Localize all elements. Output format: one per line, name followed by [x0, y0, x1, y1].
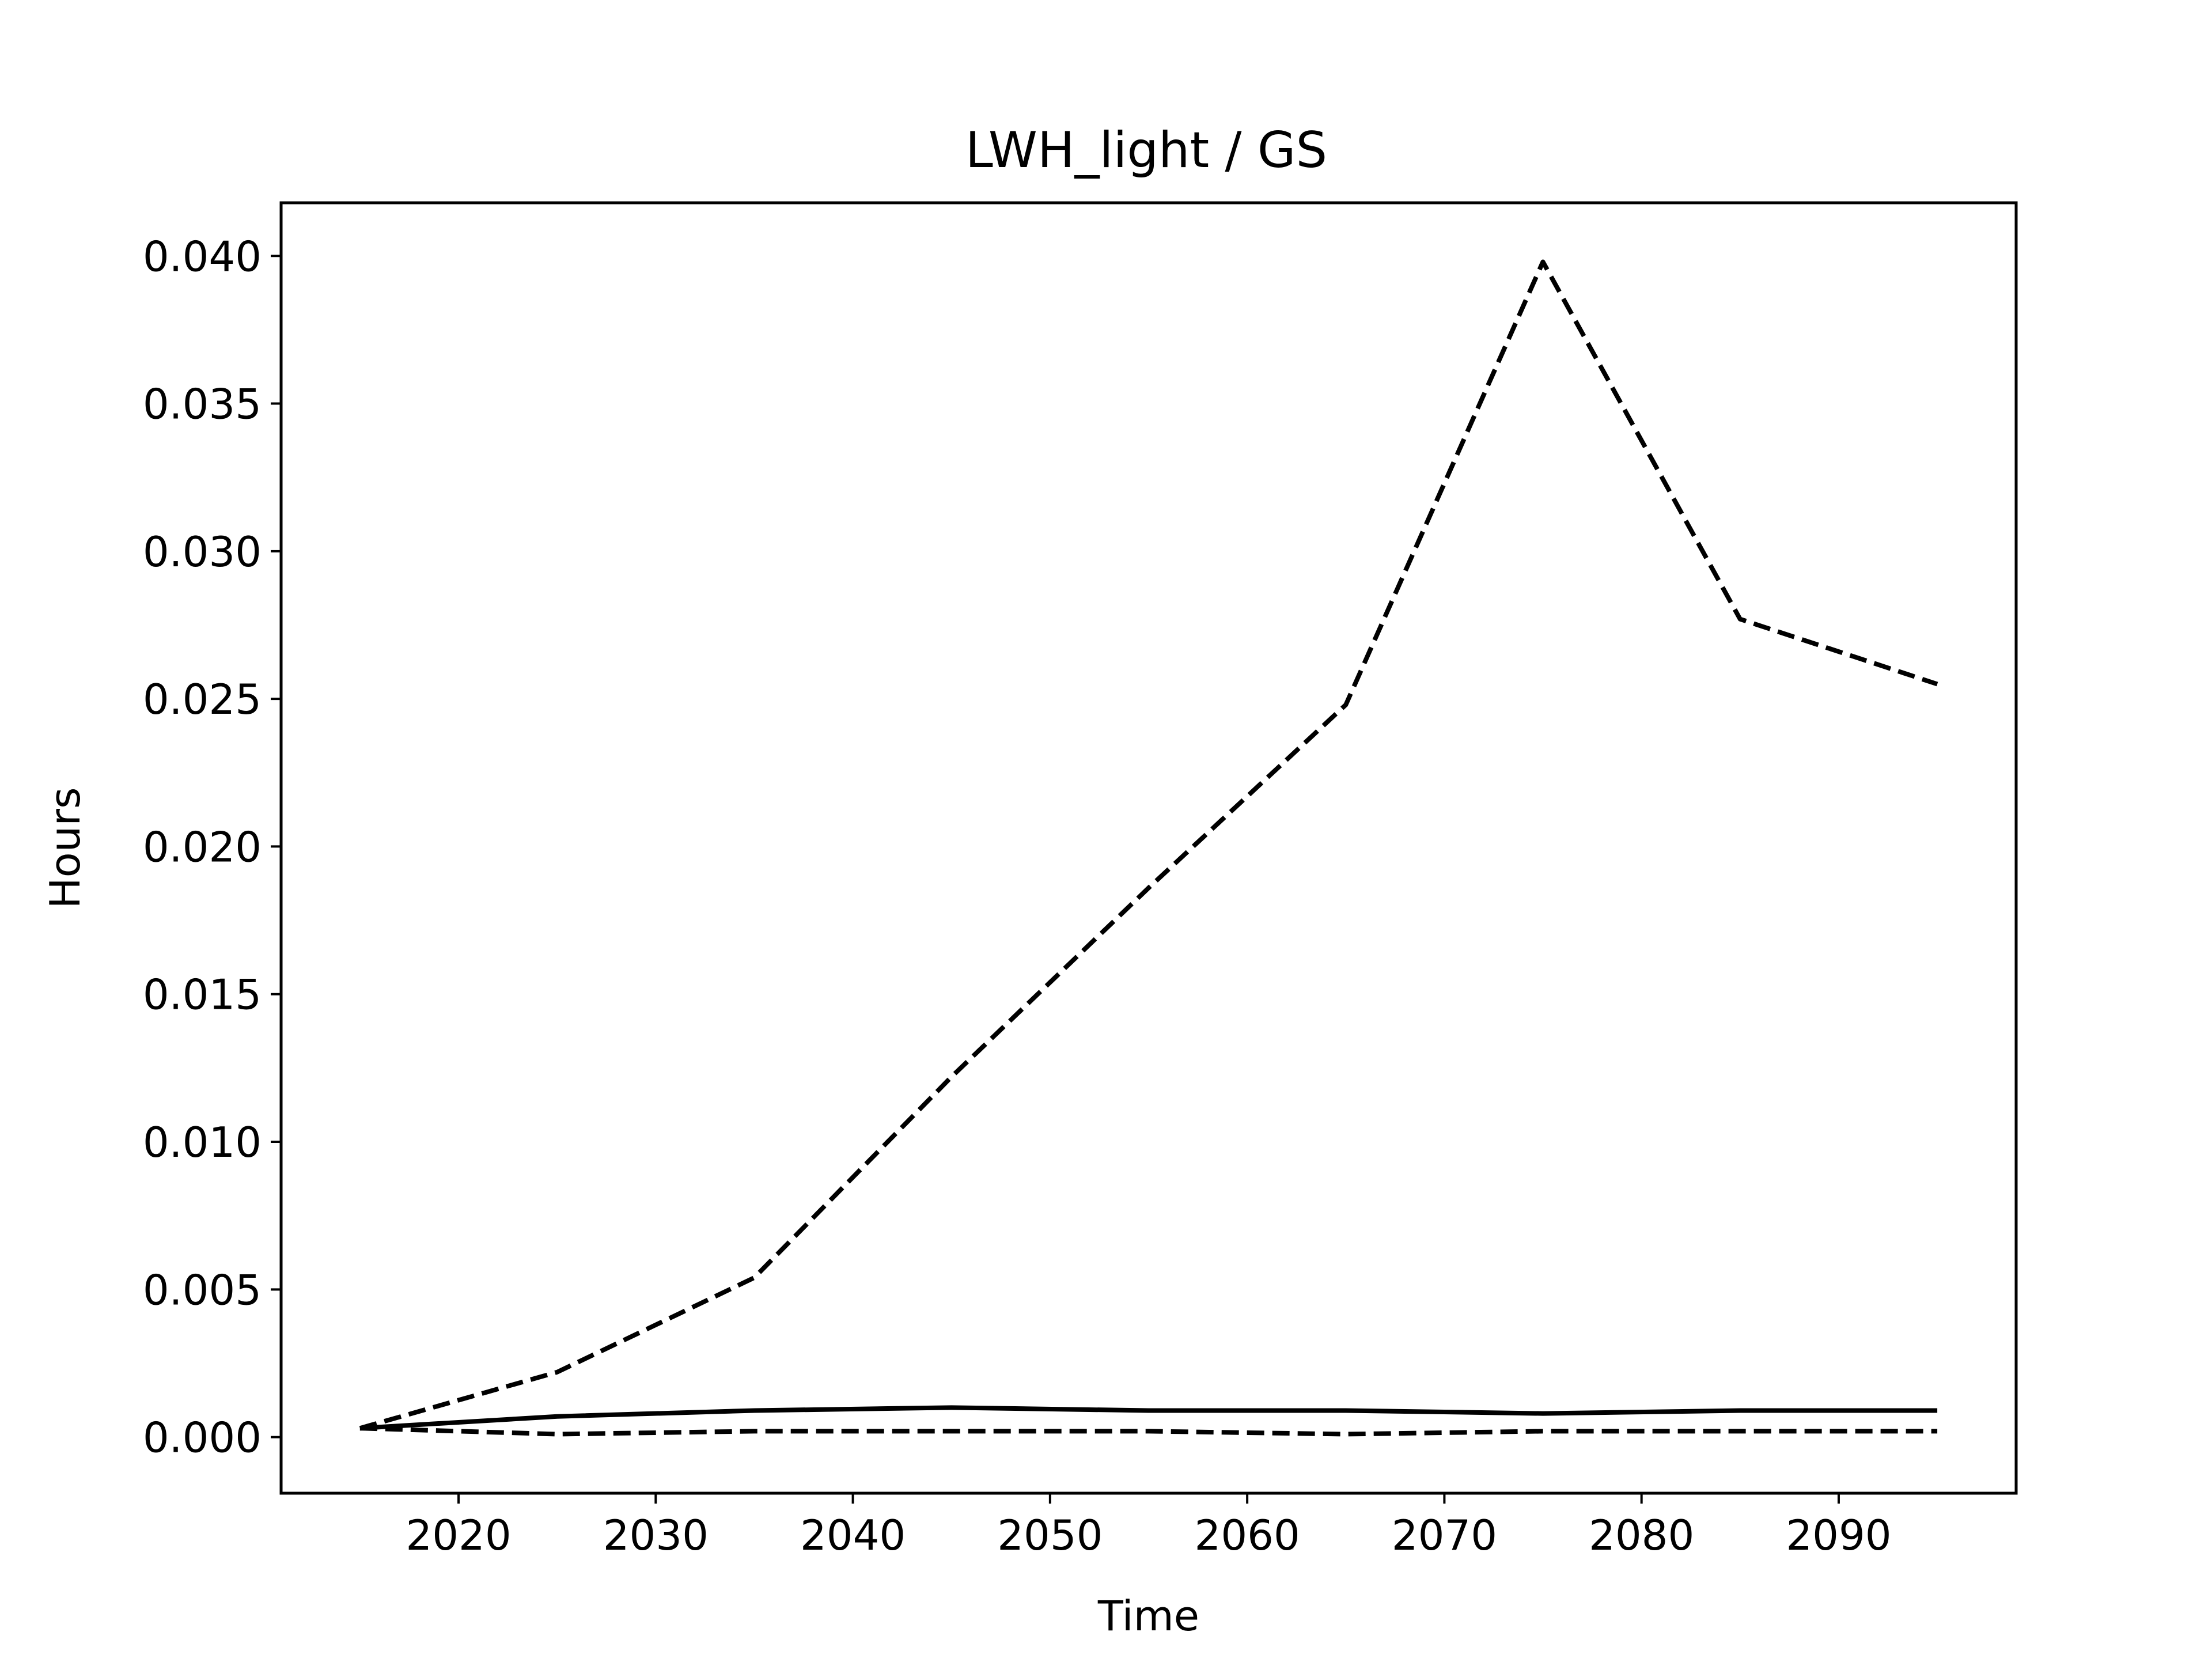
series-line-2 — [359, 1405, 1938, 1431]
x-tick-label: 2020 — [406, 1511, 511, 1559]
chart-title: LWH_light / GS — [965, 122, 1327, 179]
y-tick-label: 0.020 — [143, 823, 262, 871]
y-tick-label: 0.000 — [143, 1414, 262, 1462]
y-tick-label: 0.040 — [143, 232, 262, 281]
y-axis-ticks: 0.000 0.005 0.010 0.015 0.020 0.025 0.030 0.035… — [143, 232, 281, 1462]
y-tick-label: 0.025 — [143, 675, 262, 724]
series-line-1 — [359, 259, 1938, 1431]
y-tick-label: 0.035 — [143, 380, 262, 429]
series-layer — [359, 259, 1938, 1437]
y-tick-label: 0.005 — [143, 1266, 262, 1314]
x-tick-label: 2070 — [1392, 1511, 1497, 1559]
plot-frame — [279, 201, 2018, 1495]
series-line-3 — [359, 1426, 1938, 1437]
x-tick-label: 2060 — [1195, 1511, 1300, 1559]
x-axis-label: Time — [1097, 1592, 1199, 1640]
y-tick-label: 0.010 — [143, 1118, 262, 1167]
x-tick-label: 2050 — [997, 1511, 1103, 1559]
y-tick-label: 0.015 — [143, 971, 262, 1019]
x-tick-label: 2040 — [800, 1511, 906, 1559]
y-tick-label: 0.030 — [143, 528, 262, 576]
y-axis-label: Hours — [41, 788, 89, 909]
x-axis-ticks: 2020 2030 2040 2050 2060 2070 2080 2090 — [406, 1493, 1892, 1559]
x-tick-label: 2080 — [1589, 1511, 1694, 1559]
x-tick-label: 2090 — [1786, 1511, 1891, 1559]
x-tick-label: 2030 — [603, 1511, 709, 1559]
